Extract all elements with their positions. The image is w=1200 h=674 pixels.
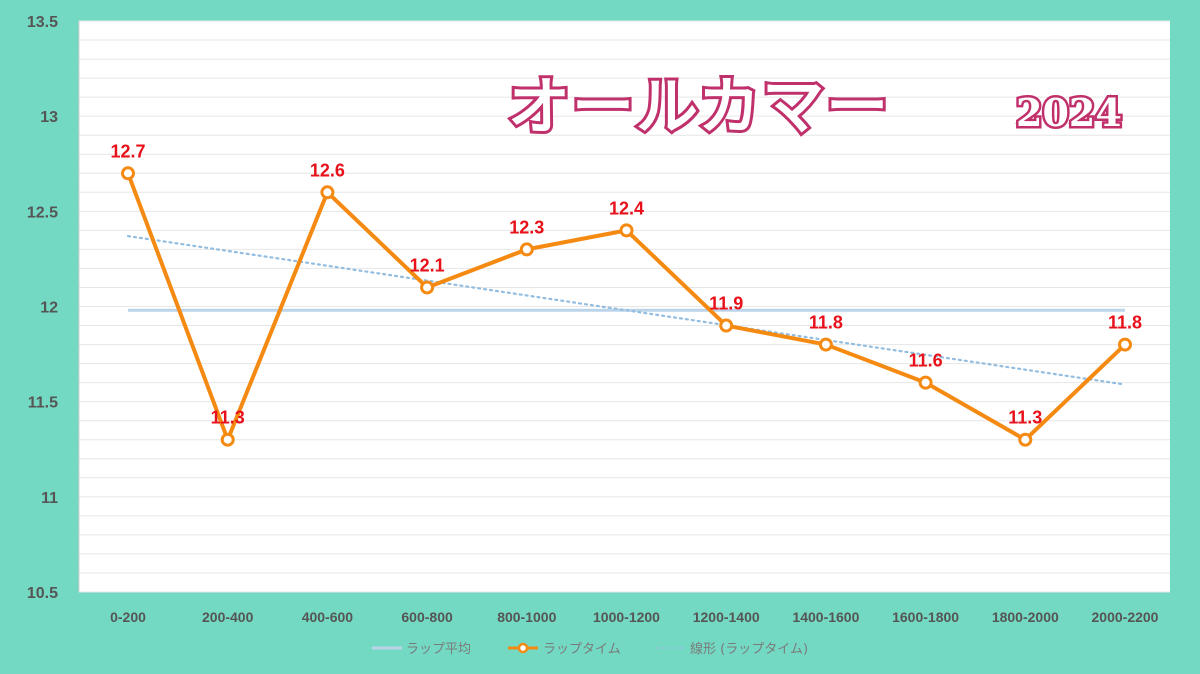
y-tick-label: 12 [40,300,58,317]
lap-time-point [918,375,933,390]
lap-time-point [719,318,734,333]
trendline [126,234,1127,386]
chart-title-year: 2024 [1016,90,1122,135]
x-tick-label: 1600-1800 [892,609,959,625]
lap-time-point [320,185,335,200]
chart-title: オールカマー [508,70,890,143]
data-label: 12.7 [110,141,145,161]
y-tick-label: 13.5 [27,14,58,31]
lap-time-point [121,166,135,181]
data-label: 12.6 [310,160,345,180]
data-label: 12.3 [509,217,544,237]
data-label: 11.9 [709,294,743,314]
data-label: 11.6 [909,351,943,371]
lap-time-point [1118,337,1132,352]
lap-time-point [818,337,833,352]
data-label: 11.3 [1008,408,1042,428]
y-tick-label: 13 [40,109,58,126]
lap-time-point [420,280,435,295]
legend-label-trend: 線形 (ラップタイム) [690,641,808,657]
x-tick-label: 600-800 [401,609,453,625]
data-label: 12.4 [609,198,644,218]
data-label: 11.8 [1108,313,1142,333]
y-tick-label: 12.5 [27,204,58,221]
lap-time-point [519,242,534,257]
data-label: 12.1 [410,255,445,275]
legend-label-average: ラップ平均 [406,642,471,657]
x-tick-label: 1400-1600 [792,609,859,625]
data-label: 11.3 [211,408,245,428]
legend-label-lap: ラップタイム [543,642,621,657]
legend-marker-lap [517,642,529,654]
x-tick-label: 1000-1200 [593,609,660,625]
lap-time-point [619,223,634,238]
x-tick-label: 200-400 [202,609,254,625]
data-label: 11.8 [809,313,843,333]
lap-time-point [220,432,235,447]
x-tick-label: 1800-2000 [992,609,1059,625]
x-tick-label: 400-600 [302,609,354,625]
lap-time-point [1018,432,1033,447]
x-tick-label: 2000-2200 [1092,609,1159,625]
x-tick-label: 800-1000 [497,609,556,625]
y-tick-label: 11.5 [28,395,58,412]
x-tick-label: 0-200 [110,609,146,625]
y-tick-label: 11 [41,490,58,507]
y-tick-label: 10.5 [27,585,58,602]
x-tick-label: 1200-1400 [693,609,760,625]
